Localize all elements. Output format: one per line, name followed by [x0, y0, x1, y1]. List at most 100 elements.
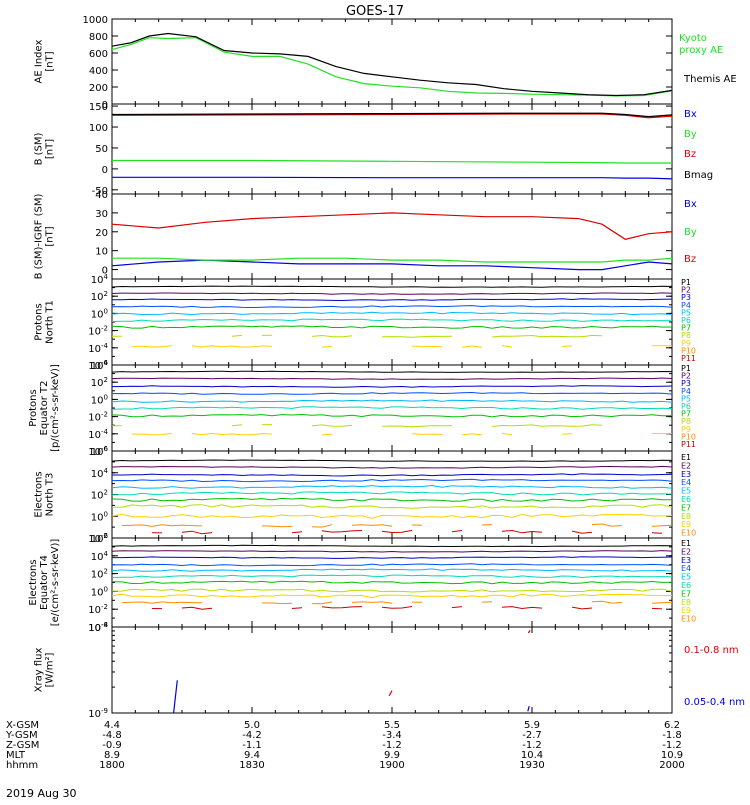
legend-entry: proxy AE — [679, 45, 723, 56]
series-line-kyoto-proxy-ae — [111, 37, 673, 97]
channel-line-10 — [121, 523, 673, 528]
y-tick-label: 100 — [91, 307, 108, 320]
channel-line-8 — [112, 425, 672, 427]
legend-entry: E10 — [681, 529, 696, 538]
y-tick-label: 104 — [91, 550, 109, 563]
axis-row-value: -1.8 — [662, 730, 682, 741]
xray-segment-red — [388, 690, 393, 697]
y-tick-label: 102 — [91, 568, 108, 581]
legend-entry: P11 — [681, 354, 696, 363]
channel-line-9 — [132, 432, 673, 436]
legend-entry: P1 — [681, 278, 691, 287]
y-tick-label: 800 — [89, 32, 108, 43]
channel-line-4 — [111, 305, 673, 309]
legend-entry: E7 — [681, 589, 691, 598]
axis-row-value: -0.9 — [102, 740, 122, 751]
series-line-bx — [111, 259, 673, 271]
y-tick-label: 50 — [95, 144, 108, 155]
axis-row-label: hhmm — [6, 760, 38, 771]
legend-entry: P10 — [681, 432, 696, 441]
y-tick-label: 104 — [91, 467, 109, 480]
legend-entry: 0.1-0.8 nm — [684, 645, 739, 656]
legend-entry: Themis AE — [683, 74, 737, 85]
axis-row-value: -2.7 — [522, 730, 542, 741]
y-tick-label: 0 — [102, 165, 108, 176]
panel-frame-2 — [111, 193, 673, 280]
channel-line-8 — [112, 335, 672, 337]
y-axis-label-4: Equator T2 — [39, 381, 50, 436]
series-line-themis-ae — [111, 32, 673, 97]
legend-entry: Bz — [684, 149, 696, 160]
y-tick-label: 104 — [91, 359, 109, 372]
axis-row-value: 1800 — [99, 760, 124, 771]
legend-entry: By — [684, 227, 697, 238]
legend-entry: E6 — [681, 495, 691, 504]
y-tick-label: 100 — [91, 510, 108, 523]
legend-entry: P9 — [681, 425, 691, 434]
channel-line-4 — [111, 391, 673, 395]
axis-row-value: -4.2 — [242, 730, 262, 741]
legend-entry: 0.05-0.4 nm — [684, 697, 745, 708]
channel-line-8 — [112, 588, 673, 593]
xray-segment-blue — [173, 680, 178, 714]
y-tick-label: 10-8 — [88, 621, 108, 634]
y-tick-label: 0 — [102, 266, 108, 277]
axis-row-value: 6.2 — [664, 720, 680, 731]
legend-entry: P4 — [681, 387, 691, 396]
axis-row-value: 1930 — [519, 760, 544, 771]
legend-entry: P5 — [681, 308, 691, 317]
panel-2: 40 30 20 10 0 B (SM)-IGRF (SM) [nT] Bx By Bz — [34, 190, 697, 280]
channel-line-11 — [151, 529, 663, 535]
legend-entry: E3 — [681, 556, 691, 565]
y-tick-label: 10-4 — [88, 342, 108, 355]
axis-row-value: 9.9 — [384, 750, 400, 761]
y-tick-label: 40 — [95, 190, 108, 201]
channel-line-7 — [111, 580, 673, 585]
channel-line-8 — [112, 504, 673, 509]
y-tick-label: 150 — [89, 102, 108, 113]
y-tick-label: 400 — [89, 66, 108, 77]
y-axis-label-1: B (SM) — [34, 132, 45, 165]
legend-entry: Bz — [684, 254, 696, 265]
channel-line-5 — [111, 484, 673, 489]
legend-entry: E5 — [681, 487, 691, 496]
axis-row-label: X-GSM — [6, 720, 39, 731]
axis-row-value: 5.5 — [384, 720, 400, 731]
date-label: 2019 Aug 30 — [6, 787, 76, 800]
y-tick-label: 10-2 — [88, 325, 108, 338]
y-axis-label-6: Equator T4 — [39, 555, 50, 610]
channel-line-3 — [111, 385, 673, 388]
panel-1: 150 100 50 0 -50 B (SM) [nT] Bx By Bz Bmag — [34, 102, 714, 197]
y-tick-label: 10-6 — [88, 359, 108, 372]
channel-line-9 — [132, 345, 673, 348]
channel-line-1 — [111, 370, 673, 373]
series-line-bx — [112, 176, 673, 180]
panel-frame-7 — [111, 626, 673, 714]
y-tick-label: 10-2 — [88, 411, 108, 424]
legend-entry: P5 — [681, 394, 691, 403]
xray-segment-blue — [527, 705, 530, 712]
legend-entry: P8 — [681, 417, 691, 426]
legend-entry: E3 — [681, 470, 691, 479]
legend-entry: P4 — [681, 301, 691, 310]
channel-line-5 — [111, 311, 673, 316]
legend-entry: E8 — [681, 598, 691, 607]
channel-line-3 — [112, 556, 673, 559]
y-axis-label-3: Protons — [34, 303, 45, 340]
legend-entry: By — [684, 129, 697, 140]
y-axis-label-5: North T3 — [45, 473, 56, 517]
channel-line-2 — [111, 292, 673, 295]
legend-entry: P11 — [681, 440, 696, 449]
legend-entry: E1 — [681, 539, 691, 548]
legend-entry: P1 — [681, 364, 691, 373]
y-tick-label: 106 — [91, 532, 109, 545]
axis-row-value: 5.0 — [244, 720, 260, 731]
y-tick-label: 10 — [95, 247, 108, 258]
series-line-by — [112, 159, 672, 164]
y-axis-label-0: [nT] — [45, 51, 56, 71]
xray-segment-red — [527, 630, 531, 634]
y-tick-label: 100 — [91, 585, 108, 598]
